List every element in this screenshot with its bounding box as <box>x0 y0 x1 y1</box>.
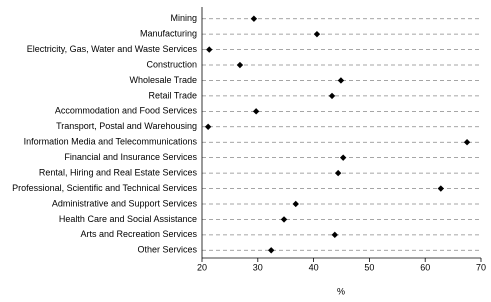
dot <box>267 247 275 254</box>
y-tick-label: Construction <box>146 59 197 69</box>
dot <box>463 139 471 146</box>
x-tick-label: 50 <box>364 262 374 272</box>
x-tick-label: 60 <box>420 262 430 272</box>
y-tick-label: Wholesale Trade <box>129 75 197 85</box>
y-tick-label: Arts and Recreation Services <box>80 229 197 239</box>
x-tick-label: 30 <box>253 262 263 272</box>
y-tick-label: Financial and Insurance Services <box>64 152 197 162</box>
dot <box>331 231 339 239</box>
y-tick-label: Accommodation and Food Services <box>55 106 198 116</box>
y-tick-label: Electricity, Gas, Water and Waste Servic… <box>27 44 198 54</box>
dot <box>292 200 299 208</box>
dot <box>313 30 321 38</box>
dot <box>437 185 445 192</box>
dot <box>206 46 213 53</box>
dot <box>204 123 212 130</box>
y-tick-label: Retail Trade <box>148 90 197 100</box>
dot <box>337 77 345 84</box>
dot <box>334 169 342 177</box>
y-tick-label: Manufacturing <box>140 29 197 39</box>
y-tick-label: Other Services <box>137 245 197 255</box>
dot <box>236 61 244 69</box>
y-tick-label: Administrative and Support Services <box>52 198 198 208</box>
x-axis-label: % <box>337 286 345 296</box>
x-tick-label: 20 <box>197 262 207 272</box>
dot <box>250 15 258 22</box>
x-tick-label: 70 <box>476 262 486 272</box>
dot <box>339 154 347 161</box>
dot <box>280 216 288 223</box>
y-tick-label: Rental, Hiring and Real Estate Services <box>39 167 198 177</box>
dot <box>328 92 336 100</box>
y-tick-label: Transport, Postal and Warehousing <box>56 121 197 131</box>
y-tick-label: Health Care and Social Assistance <box>59 214 197 224</box>
x-tick-label: 40 <box>309 262 319 272</box>
y-tick-label: Professional, Scientific and Technical S… <box>12 183 197 193</box>
y-tick-label: Information Media and Telecommunications <box>24 137 198 147</box>
y-tick-label: Mining <box>170 13 197 23</box>
dot <box>252 108 260 115</box>
